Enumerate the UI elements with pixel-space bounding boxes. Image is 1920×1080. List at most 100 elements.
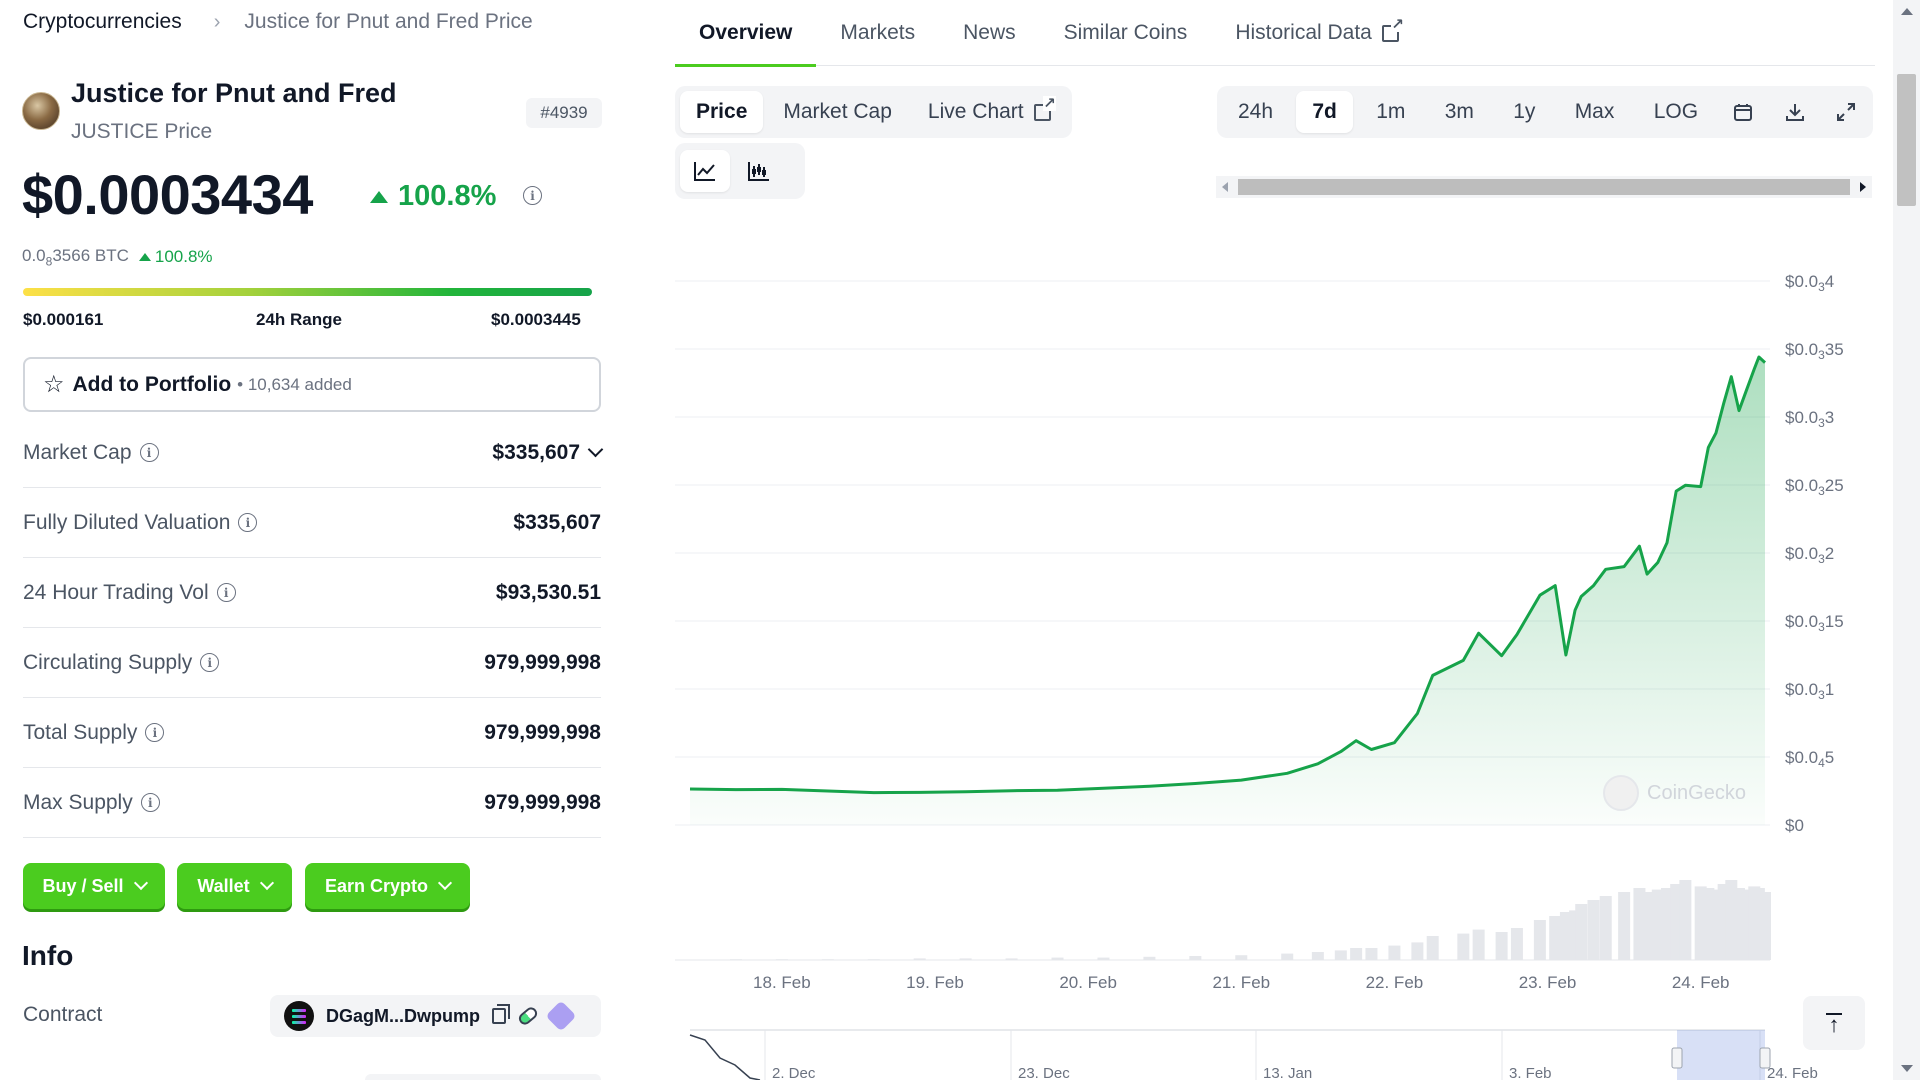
scroll-right-icon[interactable] — [1860, 182, 1866, 192]
volume-bar — [1051, 957, 1064, 960]
stat-label: Fully Diluted Valuation — [23, 510, 231, 534]
breadcrumb-root-link[interactable]: Cryptocurrencies — [23, 10, 182, 33]
scroll-to-top-button[interactable]: ↑ — [1803, 996, 1865, 1050]
pill-icon[interactable] — [516, 1004, 540, 1028]
range-3m-button[interactable]: 3m — [1444, 100, 1474, 123]
volume-bar — [1426, 936, 1439, 960]
info-icon[interactable]: i — [523, 186, 542, 205]
line-chart-icon — [694, 162, 715, 181]
copy-icon[interactable] — [492, 1004, 510, 1024]
stat-row-fdv: Fully Diluted Valuation i $335,607 — [23, 488, 601, 558]
scroll-up-icon[interactable] — [1901, 8, 1913, 15]
volume-bar — [1235, 955, 1248, 960]
up-triangle-icon — [138, 253, 151, 262]
phantom-wallet-icon[interactable] — [545, 1000, 577, 1032]
tab-historical-data[interactable]: Historical Data — [1211, 0, 1423, 66]
info-icon[interactable]: i — [216, 583, 236, 602]
add-to-portfolio-button[interactable]: ☆ Add to Portfolio • 10,634 added — [23, 357, 601, 412]
scroll-left-icon[interactable] — [1222, 182, 1228, 192]
coin-logo — [22, 92, 60, 130]
range-7d-button[interactable]: 7d — [1296, 91, 1353, 133]
range-1y-button[interactable]: 1y — [1513, 100, 1536, 123]
scroll-down-icon[interactable] — [1901, 1065, 1913, 1072]
breadcrumb-separator-icon: › — [213, 10, 221, 33]
volume-bar — [1651, 889, 1664, 960]
btc-change: 100.8% — [138, 247, 213, 267]
volume-bar — [1189, 956, 1202, 960]
volume-bar — [1350, 948, 1363, 960]
tab-news[interactable]: News — [963, 21, 1016, 44]
scrollbar-thumb[interactable] — [1238, 179, 1850, 195]
tab-markets[interactable]: Markets — [840, 21, 916, 44]
download-button[interactable] — [1773, 91, 1817, 133]
page-scrollbar[interactable] — [1893, 0, 1920, 1080]
metric-price-button[interactable]: Price — [680, 91, 764, 133]
candlestick-icon — [748, 162, 769, 181]
info-icon[interactable]: i — [145, 723, 165, 742]
fullscreen-button[interactable] — [1824, 91, 1868, 133]
contract-address: DGagM...Dwpump — [326, 1005, 480, 1026]
coingecko-logo-icon — [1603, 775, 1639, 811]
info-icon[interactable]: i — [140, 793, 160, 812]
log-scale-button[interactable]: LOG — [1653, 100, 1699, 123]
volume-bar — [1311, 952, 1324, 960]
market-cap-toggle[interactable]: $335,607 — [492, 441, 604, 465]
volume-bar — [1618, 892, 1631, 960]
info-heading: Info — [22, 940, 74, 971]
stat-row-market-cap: Market Cap i $335,607 — [23, 418, 604, 488]
coin-subtitle: JUSTICE Price — [71, 120, 213, 143]
volume-bar — [1334, 950, 1347, 960]
navigator-handle-left — [1671, 1047, 1683, 1069]
info-icon[interactable]: i — [200, 653, 220, 672]
stat-label: Circulating Supply — [23, 650, 193, 674]
live-chart-button[interactable]: Live Chart — [912, 91, 1067, 133]
info-icon[interactable]: i — [139, 443, 159, 462]
rank-badge: #4939 — [526, 98, 602, 128]
y-tick-label: $0.0335 — [1785, 340, 1844, 362]
calendar-button[interactable] — [1721, 91, 1765, 133]
chevron-down-icon — [437, 875, 453, 891]
volume-bar — [1495, 932, 1508, 960]
candlestick-chart-button[interactable] — [734, 150, 784, 192]
y-tick-label: $0.0325 — [1785, 476, 1844, 498]
tab-similar-coins[interactable]: Similar Coins — [1063, 21, 1188, 44]
price-area — [690, 357, 1765, 825]
range-max-button[interactable]: Max — [1574, 100, 1615, 123]
volume-bar — [1411, 942, 1424, 960]
calendar-icon — [1734, 104, 1753, 121]
metric-market-cap-button[interactable]: Market Cap — [783, 100, 892, 123]
wallet-label: Wallet — [197, 875, 250, 896]
navigator-label: 13. Jan — [1263, 1065, 1312, 1080]
coin-name: Justice for Pnut and Fred — [71, 78, 397, 108]
earn-crypto-button[interactable]: Earn Crypto — [305, 863, 470, 909]
earn-crypto-label: Earn Crypto — [324, 875, 429, 896]
wallet-button[interactable]: Wallet — [177, 863, 292, 909]
info-icon[interactable]: i — [238, 513, 258, 532]
range-1m-button[interactable]: 1m — [1376, 100, 1406, 123]
watermark-text: CoinGecko — [1647, 781, 1746, 804]
x-tick-label: 24. Feb — [1672, 973, 1730, 992]
stat-row-total-supply: Total Supply i 979,999,998 — [23, 698, 601, 768]
stat-row-trading-vol: 24 Hour Trading Vol i $93,530.51 — [23, 558, 601, 628]
buy-sell-button[interactable]: Buy / Sell — [23, 863, 165, 909]
y-tick-label: $0.031 — [1785, 680, 1834, 702]
range-24h-button[interactable]: 24h — [1238, 100, 1274, 123]
volume-bar — [1533, 920, 1546, 960]
stat-value: 979,999,998 — [484, 790, 601, 814]
x-tick-label: 23. Feb — [1519, 973, 1577, 992]
price-chart[interactable]: $0 $0.045 $0.031 $0.0315 $0.032 $0.0325 $0.033… — [675, 260, 1875, 1080]
line-chart-button[interactable] — [680, 150, 730, 192]
expand-icon — [1836, 103, 1855, 121]
volume-bar — [1641, 892, 1654, 960]
price-change-value: 100.8% — [398, 180, 497, 212]
tab-overview[interactable]: Overview — [675, 0, 817, 67]
navigator-selection — [1677, 1030, 1765, 1080]
volume-bar — [1549, 916, 1562, 960]
chart-horizontal-scrollbar[interactable] — [1216, 176, 1872, 198]
y-tick-label: $0 — [1785, 816, 1804, 835]
volume-bar — [1143, 956, 1156, 960]
stat-value: 979,999,998 — [484, 650, 601, 674]
chevron-down-icon — [133, 875, 148, 891]
page-scrollbar-thumb[interactable] — [1897, 74, 1916, 206]
x-tick-label: 22. Feb — [1366, 973, 1424, 992]
